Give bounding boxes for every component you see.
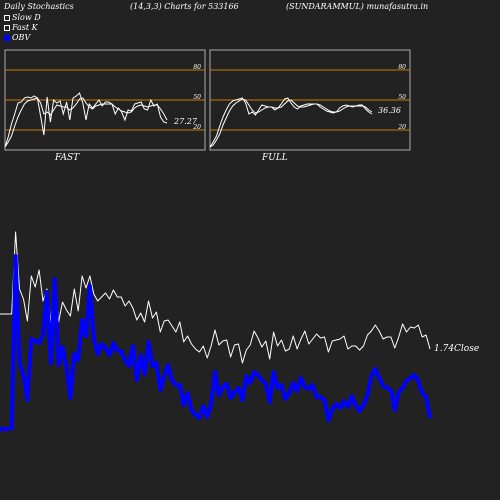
full-series-line-1 — [209, 98, 373, 148]
close-value-label: 1.74Close — [434, 344, 479, 354]
full-level-label-20: 20 — [397, 124, 406, 131]
legend-fast-k: Fast K — [4, 23, 38, 32]
legend-label-slow-d: Slow D — [12, 13, 41, 22]
fast-series-line-1 — [4, 97, 168, 148]
fast-series-line-0 — [4, 92, 168, 148]
legend-label-obv: OBV — [12, 33, 31, 42]
full-level-label-80: 80 — [398, 64, 406, 71]
full-value-label: 36.36 — [378, 106, 401, 115]
full-series-line-0 — [209, 97, 373, 148]
fast-level-label-80: 80 — [193, 64, 201, 71]
chart-source: (SUNDARAMMUL) munafasutra.in — [286, 2, 429, 11]
full-panel-title: FULL — [262, 153, 288, 163]
legend-slow-d: Slow D — [4, 13, 41, 22]
fast-panel-title: FAST — [55, 153, 80, 163]
close-price-line — [0, 231, 431, 364]
fast-level-label-50: 50 — [193, 94, 201, 101]
chart-params: (14,3,3) Charts for 533166 — [130, 2, 239, 11]
obv-line — [0, 254, 432, 431]
fast-level-label-20: 20 — [192, 124, 201, 131]
legend-obv: OBV — [4, 33, 30, 42]
legend-swatch-slow-d — [4, 14, 10, 21]
fast-value-label: 27.27 — [173, 117, 198, 126]
legend-label-fast-k: Fast K — [12, 23, 38, 32]
chart-title: Daily Stochastics — [4, 2, 74, 11]
full-level-label-50: 50 — [398, 94, 406, 101]
legend-swatch-fast-k — [4, 24, 10, 31]
legend-swatch-obv — [4, 34, 10, 41]
